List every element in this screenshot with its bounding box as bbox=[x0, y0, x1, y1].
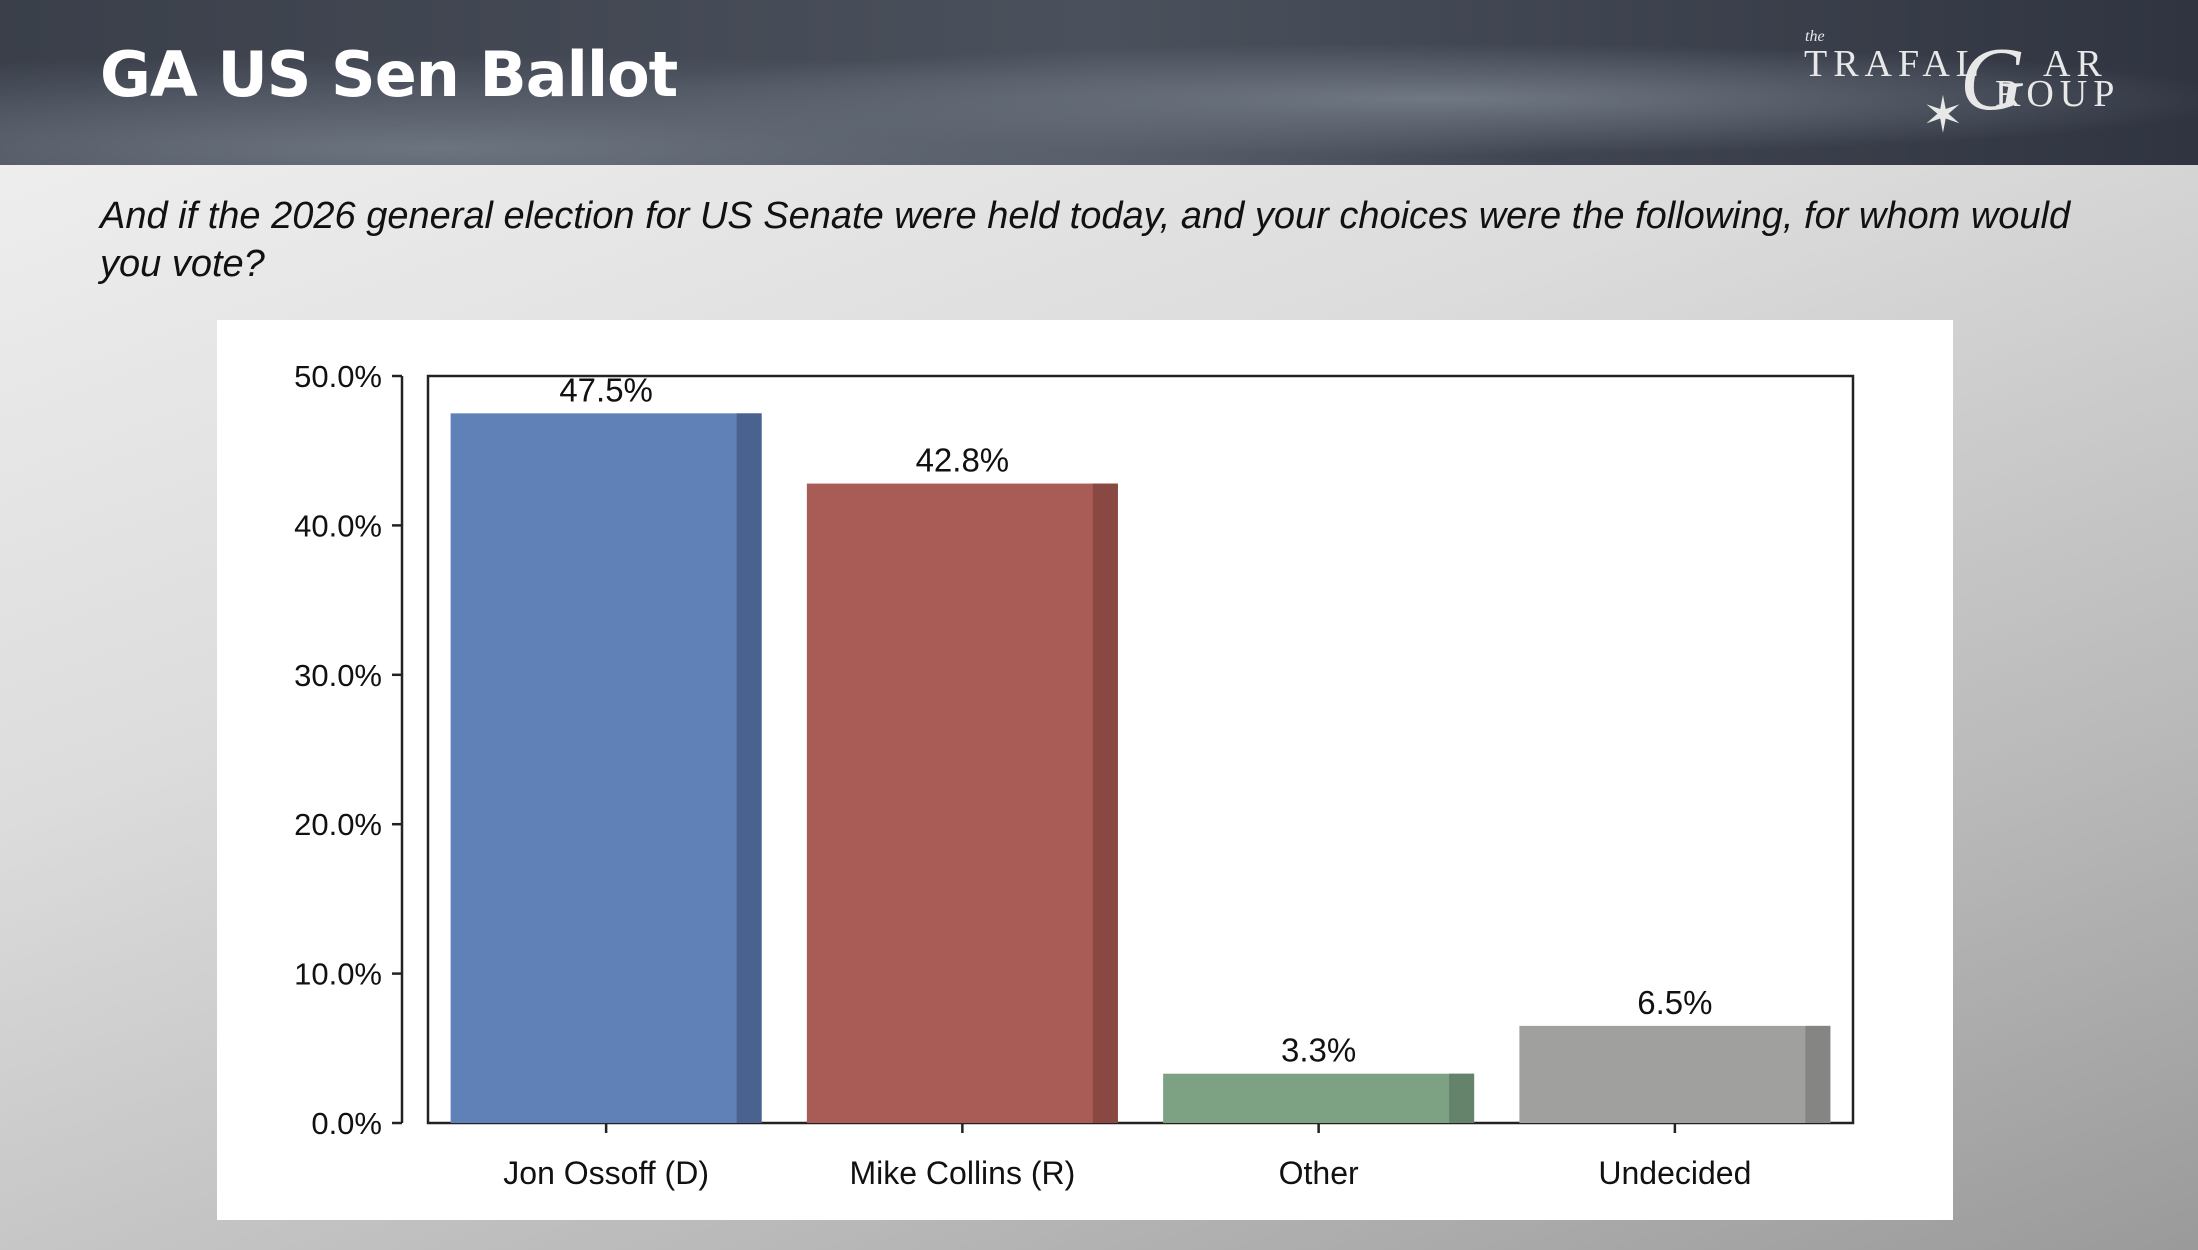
compass-star-icon: ✶ bbox=[1922, 87, 1964, 143]
y-tick-label: 20.0% bbox=[294, 807, 382, 842]
data-label: 6.5% bbox=[1637, 984, 1712, 1021]
bar-side-3 bbox=[1805, 1025, 1831, 1123]
x-tick-label: Other bbox=[1279, 1155, 1359, 1191]
y-tick-label: 10.0% bbox=[294, 957, 382, 992]
bar-2 bbox=[1163, 1073, 1475, 1123]
y-tick-label: 0.0% bbox=[311, 1106, 382, 1141]
bar-side-0 bbox=[736, 413, 762, 1124]
data-label: 42.8% bbox=[916, 442, 1010, 479]
bar-side-1 bbox=[1092, 483, 1118, 1123]
y-tick-label: 30.0% bbox=[294, 658, 382, 693]
page-title: GA US Sen Ballot bbox=[100, 38, 678, 111]
x-tick-label: Mike Collins (R) bbox=[849, 1155, 1075, 1191]
bar-3 bbox=[1519, 1025, 1831, 1123]
y-tick-label: 40.0% bbox=[294, 508, 382, 543]
x-tick-label: Undecided bbox=[1598, 1155, 1751, 1191]
x-tick-label: Jon Ossoff (D) bbox=[503, 1155, 709, 1191]
y-tick-label: 50.0% bbox=[294, 359, 382, 394]
plot-frame bbox=[426, 374, 1855, 1125]
trafalgar-group-logo: the TRAFAL AR G ROUP ✶ bbox=[1804, 28, 2121, 143]
bar-1 bbox=[806, 483, 1118, 1123]
bar-0 bbox=[450, 413, 762, 1124]
data-label: 3.3% bbox=[1281, 1032, 1356, 1069]
survey-question: And if the 2026 general election for US … bbox=[100, 195, 2071, 285]
chart-svg: 0.0% 10.0% 20.0% 30.0% 40.0% 50.0% 47.5% Jon Os… bbox=[294, 359, 1855, 1191]
data-label: 47.5% bbox=[559, 371, 653, 408]
bar-side-2 bbox=[1449, 1073, 1475, 1123]
bar-chart: 0.0% 10.0% 20.0% 30.0% 40.0% 50.0% 47.5% Jon Os… bbox=[217, 320, 1953, 1220]
header-banner: GA US Sen Ballot the TRAFAL AR G ROUP ✶ bbox=[0, 0, 2198, 165]
